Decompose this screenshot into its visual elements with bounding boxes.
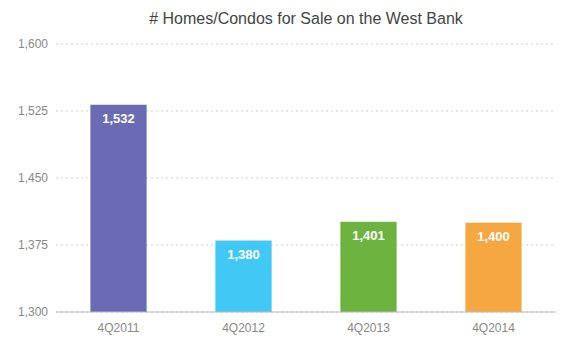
data-label: 1,532 [102,111,135,126]
data-label: 1,380 [227,247,260,262]
x-axis-line [56,312,556,313]
y-tick-label: 1,525 [18,104,48,118]
background [0,0,574,346]
x-tick-label: 4Q2011 [98,321,140,335]
x-tick-label: 4Q2012 [222,321,265,335]
y-tick-label: 1,300 [18,305,48,319]
y-tick-label: 1,375 [18,238,48,252]
bar [215,241,271,312]
chart-container: # Homes/Condos for Sale on the West Bank… [0,0,574,346]
x-tick-label: 4Q2014 [472,321,515,335]
data-label: 1,400 [477,229,510,244]
chart-svg: # Homes/Condos for Sale on the West Bank… [0,0,574,346]
grid-line [56,44,556,45]
bar [465,223,521,312]
bar [340,222,396,312]
bar [90,105,146,312]
x-tick-label: 4Q2013 [347,321,390,335]
bars [90,105,521,312]
title: # Homes/Condos for Sale on the West Bank [149,10,464,27]
grid-line [56,312,556,313]
y-tick-label: 1,600 [18,37,48,51]
y-tick-label: 1,450 [18,171,48,185]
data-label: 1,401 [352,228,385,243]
